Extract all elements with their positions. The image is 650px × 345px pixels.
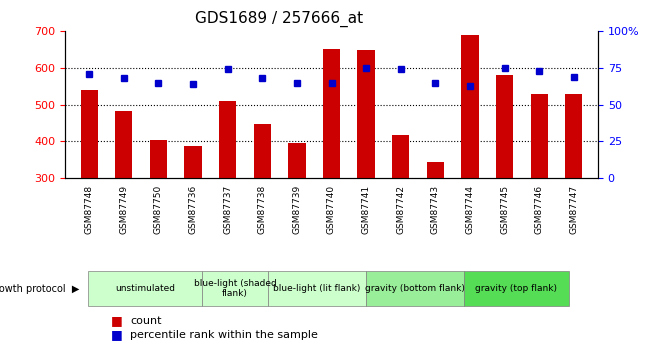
Bar <box>392 135 410 178</box>
Text: percentile rank within the sample: percentile rank within the sample <box>130 330 318 339</box>
Bar <box>496 75 514 178</box>
Bar <box>115 111 133 178</box>
Text: ■: ■ <box>111 328 122 341</box>
Text: GDS1689 / 257666_at: GDS1689 / 257666_at <box>196 10 363 27</box>
Bar <box>219 101 237 178</box>
Bar <box>323 49 340 178</box>
Text: unstimulated: unstimulated <box>115 284 175 293</box>
Bar <box>81 90 98 178</box>
FancyBboxPatch shape <box>88 272 202 306</box>
FancyBboxPatch shape <box>464 272 569 306</box>
Text: blue-light (shaded
flank): blue-light (shaded flank) <box>194 279 276 298</box>
Bar <box>462 35 478 178</box>
Text: gravity (top flank): gravity (top flank) <box>475 284 557 293</box>
Bar <box>426 162 444 178</box>
Text: growth protocol  ▶: growth protocol ▶ <box>0 284 79 294</box>
Text: ■: ■ <box>111 314 122 327</box>
FancyBboxPatch shape <box>366 272 464 306</box>
Bar <box>150 140 167 178</box>
Bar <box>185 146 202 178</box>
Text: count: count <box>130 316 161 326</box>
Bar <box>530 93 548 178</box>
Bar <box>358 50 375 178</box>
Text: gravity (bottom flank): gravity (bottom flank) <box>365 284 465 293</box>
FancyBboxPatch shape <box>202 272 268 306</box>
Text: blue-light (lit flank): blue-light (lit flank) <box>273 284 361 293</box>
FancyBboxPatch shape <box>268 272 366 306</box>
Bar <box>565 93 582 178</box>
Bar <box>288 142 305 178</box>
Bar <box>254 124 271 178</box>
